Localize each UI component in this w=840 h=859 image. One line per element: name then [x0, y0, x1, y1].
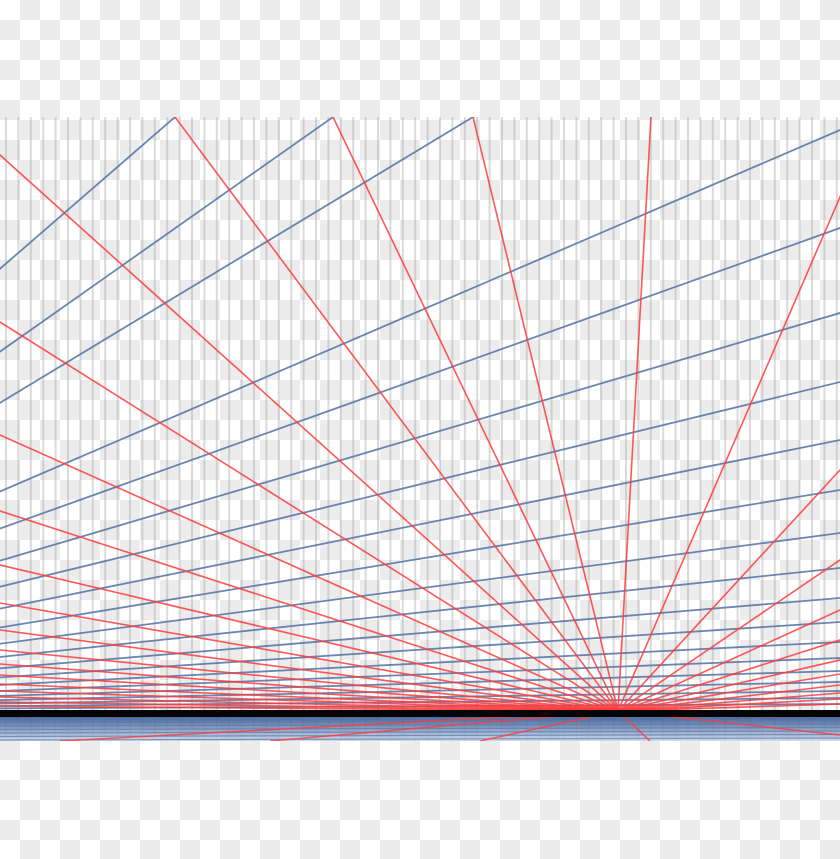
ground-reflection-lines	[0, 711, 840, 741]
converging-line	[0, 564, 619, 711]
ground-line	[0, 723, 840, 727]
horizon-bar	[0, 710, 840, 717]
receding-line	[0, 227, 840, 530]
converging-line	[0, 705, 619, 711]
converging-line	[0, 696, 619, 711]
receding-line	[0, 381, 840, 588]
converging-line	[0, 602, 619, 711]
receding-line	[0, 312, 840, 562]
converging-line	[0, 434, 619, 711]
converging-line	[0, 629, 619, 711]
converging-line	[0, 510, 619, 711]
receding-line	[0, 117, 335, 353]
receding-lines	[0, 117, 840, 710]
ground-line	[0, 737, 840, 741]
converging-line	[0, 321, 619, 711]
converging-line	[0, 674, 619, 711]
receding-line	[0, 129, 840, 493]
converging-line	[332, 117, 619, 711]
converging-line	[472, 117, 619, 711]
converging-line	[0, 701, 619, 711]
converging-line	[0, 649, 619, 711]
converging-line	[174, 117, 619, 711]
converging-line	[0, 683, 619, 711]
converging-line	[617, 194, 840, 711]
converging-line	[0, 153, 619, 711]
vertical-stripes	[5, 117, 838, 741]
receding-line	[0, 117, 177, 270]
ground-line	[0, 730, 840, 734]
converging-line	[617, 117, 652, 711]
converging-lines	[0, 117, 840, 711]
receding-line	[0, 117, 475, 404]
ground-line	[0, 716, 840, 720]
converging-line	[0, 663, 619, 711]
converging-line	[0, 690, 619, 711]
